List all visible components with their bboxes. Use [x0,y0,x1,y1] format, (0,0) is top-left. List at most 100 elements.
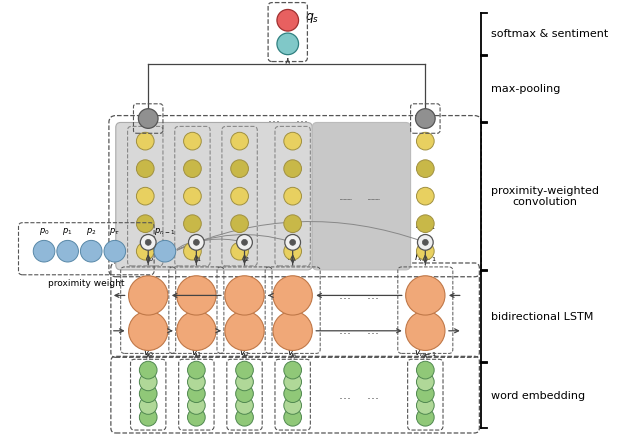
FancyBboxPatch shape [116,123,312,270]
Circle shape [284,242,301,260]
Text: $r_{\tau}$: $r_{\tau}$ [288,220,298,232]
Circle shape [417,132,434,150]
Circle shape [284,361,301,379]
Circle shape [136,187,154,205]
Circle shape [136,242,154,260]
Text: $p_2$: $p_2$ [86,226,97,238]
Text: $p_{\tau}$: $p_{\tau}$ [109,226,120,238]
Text: $r_{n-1}$: $r_{n-1}$ [415,220,436,232]
Text: ...    ...: ... ... [268,112,308,125]
Circle shape [225,311,264,351]
Circle shape [284,160,301,177]
Circle shape [417,409,434,426]
Text: $p_1$: $p_1$ [62,226,73,238]
Text: $r_0$: $r_0$ [143,220,153,232]
Circle shape [236,373,253,391]
Circle shape [140,409,157,426]
Text: $p_{n-1}$: $p_{n-1}$ [154,226,175,238]
Text: $r_1$: $r_1$ [192,220,201,232]
Circle shape [284,373,301,391]
Circle shape [406,276,445,315]
Circle shape [417,361,434,379]
Text: proximity-weighted
convolution: proximity-weighted convolution [491,186,599,208]
Circle shape [236,397,253,414]
Circle shape [104,240,125,262]
Circle shape [417,235,433,250]
Circle shape [417,397,434,414]
Circle shape [136,160,154,177]
Circle shape [184,215,201,232]
Circle shape [417,160,434,177]
Circle shape [136,132,154,150]
Text: $v_2$: $v_2$ [239,349,250,359]
Circle shape [277,10,298,31]
Text: $h_1$: $h_1$ [191,252,202,264]
Circle shape [231,242,248,260]
Circle shape [406,311,445,351]
Circle shape [231,215,248,232]
Circle shape [284,215,301,232]
Circle shape [184,242,201,260]
Circle shape [417,242,434,260]
Text: $v_0$: $v_0$ [143,349,154,359]
Circle shape [188,397,205,414]
Circle shape [277,33,298,54]
Text: ...    ...: ... ... [339,324,378,337]
Text: $h_{\tau}$: $h_{\tau}$ [287,252,298,264]
Circle shape [188,373,205,391]
Circle shape [231,187,248,205]
Circle shape [140,373,157,391]
Circle shape [177,276,216,315]
Text: ...: ... [138,246,148,256]
Circle shape [415,109,435,128]
Text: softmax & sentiment: softmax & sentiment [491,29,609,39]
Circle shape [138,109,158,128]
Text: proximity weight: proximity weight [48,279,125,288]
Circle shape [284,385,301,402]
Circle shape [154,240,176,262]
Circle shape [417,187,434,205]
Circle shape [140,385,157,402]
Text: ...    ...: ... ... [339,289,378,302]
Text: $h_{n-1}$: $h_{n-1}$ [414,252,436,264]
Text: ...    ...: ... ... [342,190,381,203]
FancyBboxPatch shape [312,123,411,270]
Text: $r_2$: $r_2$ [240,220,249,232]
Circle shape [273,276,312,315]
Text: $v_{\tau}$: $v_{\tau}$ [287,349,298,359]
Circle shape [57,240,79,262]
Circle shape [193,239,199,245]
Circle shape [285,235,301,250]
Circle shape [241,239,248,245]
Circle shape [188,385,205,402]
Text: $p_0$: $p_0$ [38,226,49,238]
Circle shape [290,239,296,245]
Text: bidirectional LSTM: bidirectional LSTM [491,312,593,321]
Text: $h_0$: $h_0$ [143,252,154,264]
Text: $v_{n-1}$: $v_{n-1}$ [414,349,436,359]
Circle shape [129,311,168,351]
Circle shape [136,215,154,232]
Circle shape [129,276,168,315]
Circle shape [140,361,157,379]
Circle shape [284,397,301,414]
Text: word embedding: word embedding [491,391,586,401]
Circle shape [81,240,102,262]
Circle shape [140,397,157,414]
Text: $v_1$: $v_1$ [191,349,202,359]
Text: ...    ...: ... ... [339,190,378,203]
Text: max-pooling: max-pooling [491,84,561,94]
Circle shape [417,385,434,402]
Circle shape [231,160,248,177]
Circle shape [184,160,201,177]
Circle shape [189,235,204,250]
Circle shape [184,132,201,150]
Text: $h_2$: $h_2$ [239,252,250,264]
Circle shape [140,235,156,250]
Circle shape [188,409,205,426]
Circle shape [237,235,252,250]
Circle shape [273,311,312,351]
Circle shape [284,409,301,426]
Circle shape [417,215,434,232]
Circle shape [236,361,253,379]
